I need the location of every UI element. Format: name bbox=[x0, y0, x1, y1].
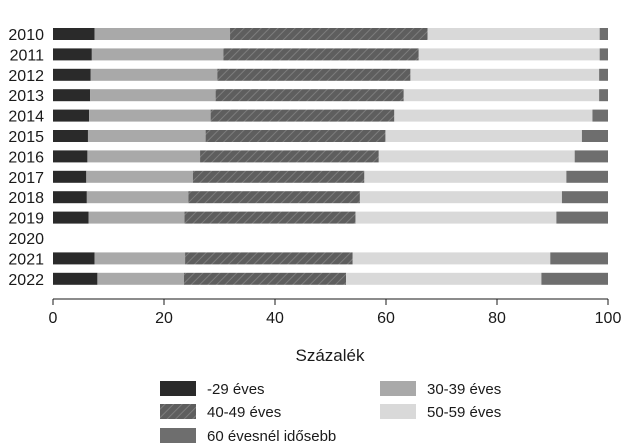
bar-2013-series-2 bbox=[90, 89, 216, 102]
bar-2016-series-1 bbox=[53, 150, 88, 163]
bar-2014-series-3 bbox=[210, 109, 395, 122]
bar-2018-series-5 bbox=[561, 191, 608, 204]
bar-2019-series-5 bbox=[556, 211, 608, 224]
bar-2013-series-1 bbox=[53, 89, 91, 102]
legend-swatch-2 bbox=[380, 381, 416, 396]
bar-2019-series-2 bbox=[88, 211, 185, 224]
bar-2012-series-2 bbox=[90, 68, 218, 81]
legend-label-2: 30-39 éves bbox=[427, 381, 501, 398]
bar-2022-series-4 bbox=[346, 272, 542, 285]
bar-2021-series-1 bbox=[53, 252, 95, 265]
bar-2017-series-3 bbox=[192, 170, 365, 183]
bar-2022-series-1 bbox=[53, 272, 98, 285]
bar-2015-series-5 bbox=[581, 130, 608, 142]
bar-2022-series-5 bbox=[541, 272, 608, 285]
bar-2015-series-2 bbox=[87, 130, 206, 142]
x-tick-label-80: 80 bbox=[488, 310, 506, 327]
bar-2016-series-3 bbox=[200, 150, 379, 163]
bar-2011-series-1 bbox=[53, 48, 92, 61]
bar-2010-series-2 bbox=[94, 28, 231, 40]
y-tick-label-2015: 2015 bbox=[8, 129, 44, 146]
y-tick-labels: 2010 2011 2012 2013 2014 2015 2016 2017 2018 2019… bbox=[8, 27, 44, 289]
bar-2015-series-3 bbox=[205, 130, 386, 142]
x-tick-label-60: 60 bbox=[377, 310, 395, 327]
legend-label-4: 50-59 éves bbox=[427, 404, 501, 421]
bar-2017-series-4 bbox=[364, 170, 567, 183]
bar-2013-series-5 bbox=[599, 89, 608, 102]
bar-2022-series-2 bbox=[97, 272, 184, 285]
bar-2012-series-3 bbox=[217, 68, 411, 81]
bar-2015-series-4 bbox=[385, 130, 582, 142]
bar-2014-series-5 bbox=[592, 109, 608, 122]
bar-2014-series-4 bbox=[394, 109, 593, 122]
bar-2013-series-3 bbox=[215, 89, 404, 102]
x-tick-label-20: 20 bbox=[155, 310, 173, 327]
legend-swatch-4 bbox=[380, 404, 416, 419]
bar-2018-series-2 bbox=[86, 191, 189, 204]
y-tick-label-2010: 2010 bbox=[8, 27, 44, 44]
bar-2012-series-1 bbox=[53, 68, 91, 81]
bar-2016-series-2 bbox=[87, 150, 201, 163]
y-tick-label-2021: 2021 bbox=[8, 251, 44, 268]
legend-swatch-1 bbox=[160, 381, 196, 396]
bar-2021-series-5 bbox=[550, 252, 608, 265]
bar-2010-series-1 bbox=[53, 28, 95, 40]
legend-label-5: 60 évesnél idősebb bbox=[207, 428, 336, 445]
bar-2017-series-2 bbox=[86, 170, 193, 183]
y-tick-label-2016: 2016 bbox=[8, 149, 44, 166]
bar-2018-series-1 bbox=[53, 191, 87, 204]
bar-2019-series-4 bbox=[355, 211, 557, 224]
legend-swatch-5 bbox=[160, 428, 196, 443]
bar-2011-series-2 bbox=[91, 48, 224, 61]
bar-2019-series-3 bbox=[184, 211, 356, 224]
bar-2011-series-4 bbox=[418, 48, 600, 61]
x-axis: 0 20 40 60 80 100 bbox=[49, 298, 622, 327]
y-tick-label-2012: 2012 bbox=[8, 68, 44, 85]
bar-2010-series-3 bbox=[230, 28, 428, 40]
bar-2016-series-5 bbox=[574, 150, 608, 163]
bar-2017-series-1 bbox=[53, 170, 87, 183]
y-tick-label-2019: 2019 bbox=[8, 211, 44, 228]
bar-2021-series-2 bbox=[94, 252, 186, 265]
legend-label-3: 40-49 éves bbox=[207, 404, 281, 421]
y-tick-label-2014: 2014 bbox=[8, 109, 44, 126]
bar-2013-series-4 bbox=[403, 89, 600, 102]
x-tick-label-100: 100 bbox=[595, 310, 622, 327]
bar-2019-series-1 bbox=[53, 211, 89, 224]
bars-group bbox=[53, 28, 608, 285]
y-tick-label-2018: 2018 bbox=[8, 190, 44, 207]
y-tick-label-2020: 2020 bbox=[8, 231, 44, 248]
y-tick-label-2013: 2013 bbox=[8, 88, 44, 105]
x-tick-label-40: 40 bbox=[266, 310, 284, 327]
bar-2010-series-4 bbox=[427, 28, 600, 40]
bar-2022-series-3 bbox=[183, 272, 347, 285]
legend-label-1: -29 éves bbox=[207, 381, 265, 398]
bar-2021-series-4 bbox=[352, 252, 551, 265]
bar-2010-series-5 bbox=[599, 28, 608, 40]
bar-2018-series-3 bbox=[188, 191, 360, 204]
bar-2018-series-4 bbox=[359, 191, 562, 204]
legend: -29 éves 30-39 éves 40-49 éves 50-59 éves 60… bbox=[160, 381, 501, 445]
bar-2011-series-5 bbox=[599, 48, 608, 61]
y-tick-label-2022: 2022 bbox=[8, 272, 44, 289]
bar-2014-series-1 bbox=[53, 109, 90, 122]
bar-2016-series-4 bbox=[378, 150, 575, 163]
bar-2012-series-5 bbox=[599, 68, 608, 81]
bar-2017-series-5 bbox=[566, 170, 608, 183]
bar-2021-series-3 bbox=[185, 252, 353, 265]
y-tick-label-2011: 2011 bbox=[10, 47, 45, 64]
x-axis-label: Százalék bbox=[296, 346, 365, 365]
bar-2014-series-2 bbox=[89, 109, 211, 122]
bar-2012-series-4 bbox=[410, 68, 600, 81]
bar-2015-series-1 bbox=[53, 130, 88, 142]
y-tick-label-2017: 2017 bbox=[8, 170, 44, 187]
bar-2011-series-3 bbox=[223, 48, 419, 61]
legend-swatch-3 bbox=[160, 404, 196, 419]
x-tick-label-0: 0 bbox=[49, 310, 58, 327]
